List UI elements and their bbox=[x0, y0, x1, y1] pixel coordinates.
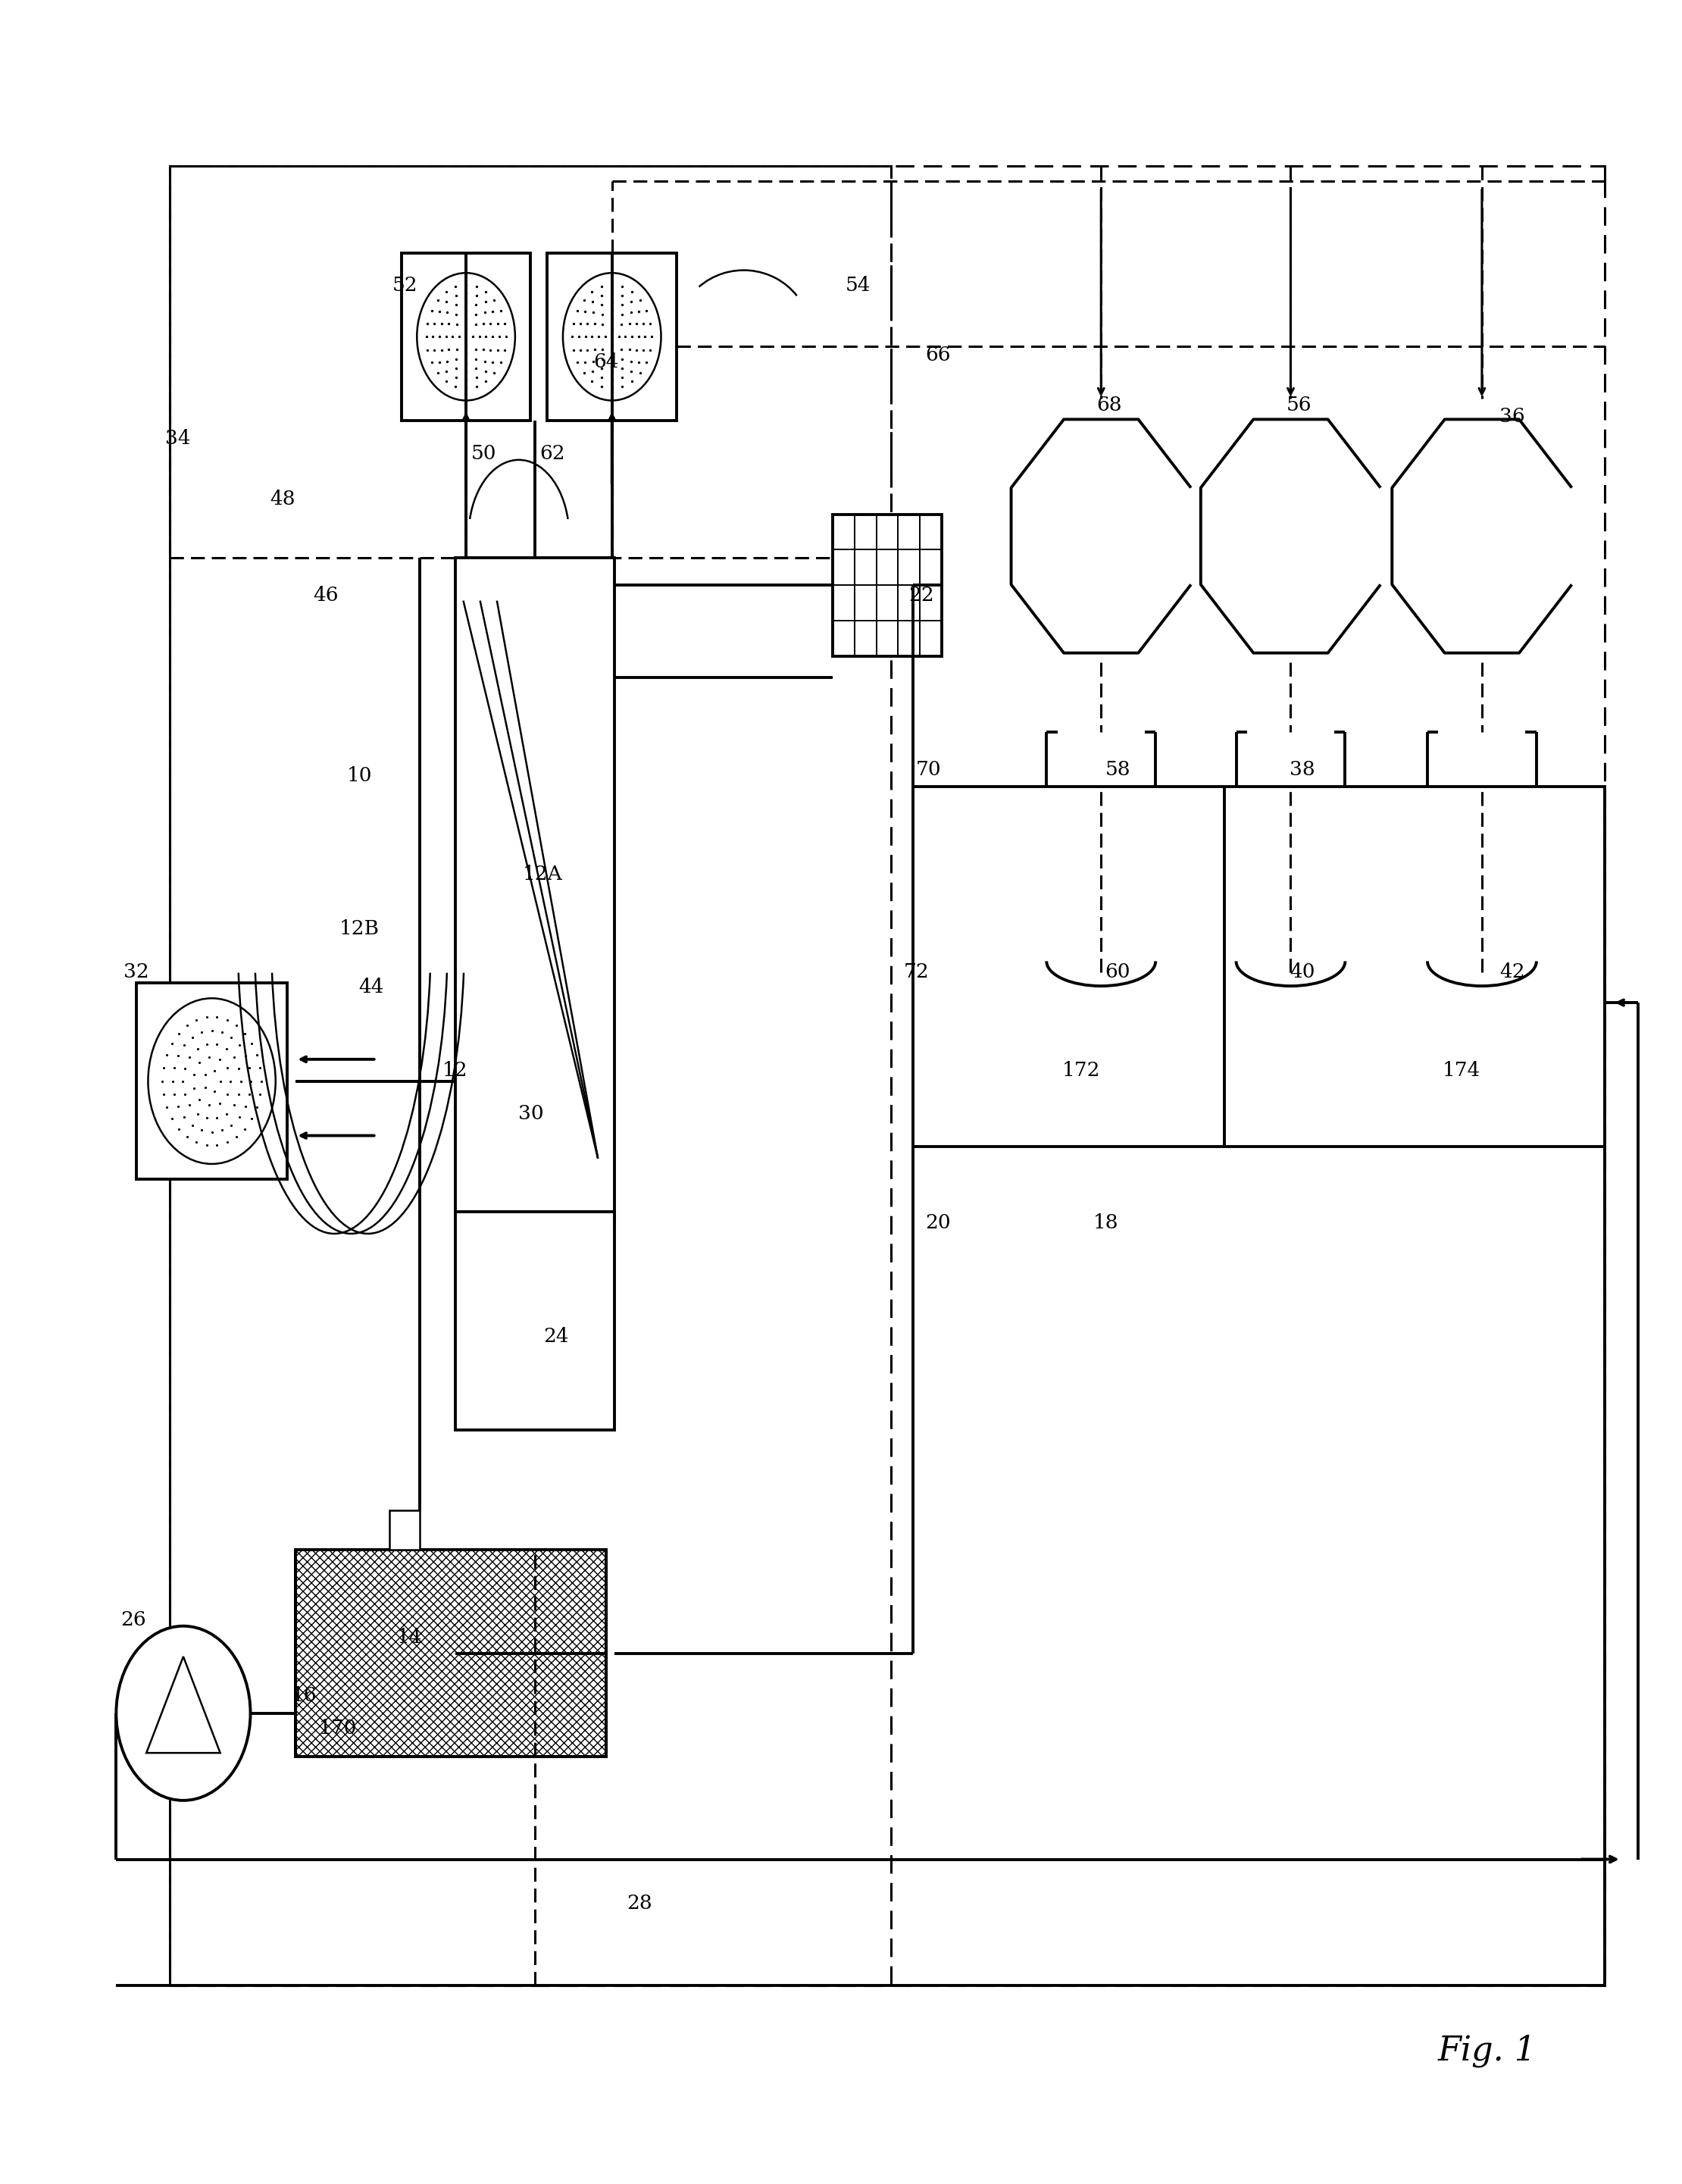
Text: 38: 38 bbox=[1290, 760, 1315, 780]
Text: 12B: 12B bbox=[340, 919, 380, 937]
Text: 44: 44 bbox=[358, 978, 383, 996]
Text: 42: 42 bbox=[1499, 963, 1526, 981]
Bar bbox=[296, 1551, 606, 1756]
Bar bbox=[170, 166, 891, 1985]
Text: 34: 34 bbox=[165, 428, 192, 448]
Text: 62: 62 bbox=[540, 443, 565, 463]
Bar bbox=[402, 253, 530, 422]
Text: 32: 32 bbox=[123, 963, 150, 981]
Text: 24: 24 bbox=[543, 1326, 569, 1345]
Text: 28: 28 bbox=[627, 1894, 653, 1913]
Bar bbox=[913, 786, 1605, 1147]
Circle shape bbox=[148, 998, 276, 1164]
Text: 50: 50 bbox=[471, 443, 496, 463]
Bar bbox=[170, 166, 1605, 1985]
Bar bbox=[547, 253, 676, 422]
Text: 12A: 12A bbox=[523, 865, 562, 885]
Text: 22: 22 bbox=[908, 585, 934, 605]
Text: Fig. 1: Fig. 1 bbox=[1438, 2035, 1536, 2068]
Text: 40: 40 bbox=[1290, 963, 1315, 981]
Text: 64: 64 bbox=[594, 352, 619, 371]
Text: 72: 72 bbox=[903, 963, 928, 981]
Text: 16: 16 bbox=[291, 1686, 316, 1706]
Bar bbox=[833, 515, 942, 655]
Text: 66: 66 bbox=[925, 345, 950, 365]
Bar bbox=[296, 1551, 606, 1756]
Text: 36: 36 bbox=[1499, 406, 1526, 426]
Bar bbox=[456, 557, 614, 1223]
Text: 46: 46 bbox=[313, 585, 338, 605]
Circle shape bbox=[563, 273, 661, 400]
Text: 12: 12 bbox=[442, 1061, 468, 1079]
Bar bbox=[170, 166, 891, 557]
Text: 170: 170 bbox=[318, 1719, 357, 1738]
Text: 20: 20 bbox=[925, 1214, 950, 1232]
Bar bbox=[296, 1551, 606, 1756]
Bar bbox=[389, 1511, 419, 1551]
Text: 48: 48 bbox=[269, 489, 294, 509]
Circle shape bbox=[417, 273, 515, 400]
Text: 70: 70 bbox=[915, 760, 940, 780]
Text: 172: 172 bbox=[1061, 1061, 1100, 1079]
Text: 18: 18 bbox=[1093, 1214, 1119, 1232]
Text: 52: 52 bbox=[392, 275, 417, 295]
Text: 30: 30 bbox=[518, 1105, 543, 1123]
Text: 60: 60 bbox=[1105, 963, 1130, 981]
Polygon shape bbox=[146, 1658, 220, 1754]
Text: 14: 14 bbox=[397, 1627, 422, 1647]
Text: 68: 68 bbox=[1097, 395, 1122, 415]
Text: 10: 10 bbox=[346, 767, 372, 786]
Bar bbox=[136, 983, 288, 1179]
Text: 26: 26 bbox=[119, 1610, 146, 1629]
Text: 174: 174 bbox=[1443, 1061, 1480, 1079]
Text: 54: 54 bbox=[844, 275, 871, 295]
Bar bbox=[456, 1212, 614, 1431]
Circle shape bbox=[116, 1627, 251, 1800]
Text: 56: 56 bbox=[1287, 395, 1312, 415]
Text: 58: 58 bbox=[1105, 760, 1130, 780]
